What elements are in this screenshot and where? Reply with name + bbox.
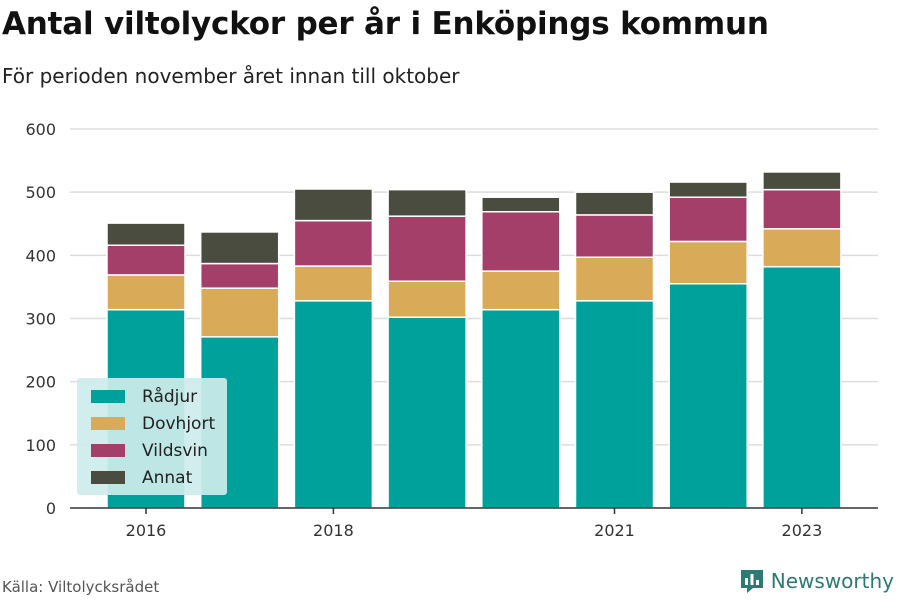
bar-segment-radjur (762, 265, 842, 509)
legend-label: Annat (142, 468, 193, 488)
bar-segment-vildsvin (106, 244, 186, 276)
bar-segment-dovhjort (387, 280, 467, 318)
newsworthy-logo-icon (740, 570, 763, 593)
legend-label: Dovhjort (142, 414, 215, 434)
x-tick-label: 2016 (126, 521, 167, 540)
brand-name: Newsworthy (770, 569, 894, 593)
bar-segment-dovhjort (293, 265, 374, 302)
y-tick-label: 100 (25, 436, 56, 455)
bar-segment-annat (293, 188, 374, 222)
y-tick-label: 200 (25, 373, 56, 392)
bar-segment-annat (481, 196, 561, 213)
bar-segment-vildsvin (199, 262, 280, 289)
bar-segment-annat (668, 181, 748, 198)
legend-swatch-radjur (91, 390, 125, 403)
bar-segment-vildsvin (481, 210, 561, 272)
bar-segment-radjur (387, 316, 467, 509)
legend-swatch-annat (91, 471, 125, 484)
legend-box (77, 378, 227, 495)
bar-segment-vildsvin (387, 215, 467, 282)
bar-segment-annat (199, 231, 280, 265)
bar-segment-radjur (574, 300, 655, 509)
brand-logo: Newsworthy (739, 568, 894, 594)
y-tick-label: 500 (25, 183, 56, 202)
bar-segment-radjur (668, 283, 748, 509)
bar-segment-dovhjort (481, 270, 561, 311)
legend-swatch-vildsvin (91, 444, 125, 457)
legend: Rådjur Dovhjort Vildsvin Annat (77, 378, 227, 495)
bar-segment-radjur (481, 308, 561, 509)
bar-segment-radjur (293, 300, 374, 509)
y-tick-label: 0 (46, 499, 56, 518)
bar-segment-dovhjort (199, 287, 280, 338)
bar-segment-vildsvin (668, 196, 748, 243)
bar-segment-dovhjort (106, 274, 186, 311)
x-tick-label: 2021 (594, 521, 635, 540)
bar-segment-dovhjort (668, 240, 748, 285)
x-tick-label: 2023 (782, 521, 823, 540)
y-tick-label: 300 (25, 310, 56, 329)
bar-segment-annat (106, 222, 186, 246)
source-note: Källa: Viltolycksrådet (2, 578, 160, 596)
bar-segment-dovhjort (762, 228, 842, 268)
bar-segment-dovhjort (574, 256, 655, 302)
bar-segment-annat (762, 171, 842, 191)
bar-segment-vildsvin (574, 214, 655, 258)
legend-label: Vildsvin (142, 441, 208, 461)
legend-label: Rådjur (142, 386, 197, 407)
bar-segment-annat (574, 191, 655, 216)
x-tick-label: 2018 (313, 521, 354, 540)
bar-segment-vildsvin (293, 219, 374, 267)
y-tick-label: 400 (25, 246, 56, 265)
bar-segment-vildsvin (762, 188, 842, 230)
legend-swatch-dovhjort (91, 417, 125, 430)
y-tick-label: 600 (25, 120, 56, 139)
chart-subtitle: För perioden november året innan till ok… (2, 64, 460, 88)
chart-title: Antal viltolyckor per år i Enköpings kom… (2, 6, 769, 42)
bar-segment-annat (387, 188, 467, 217)
